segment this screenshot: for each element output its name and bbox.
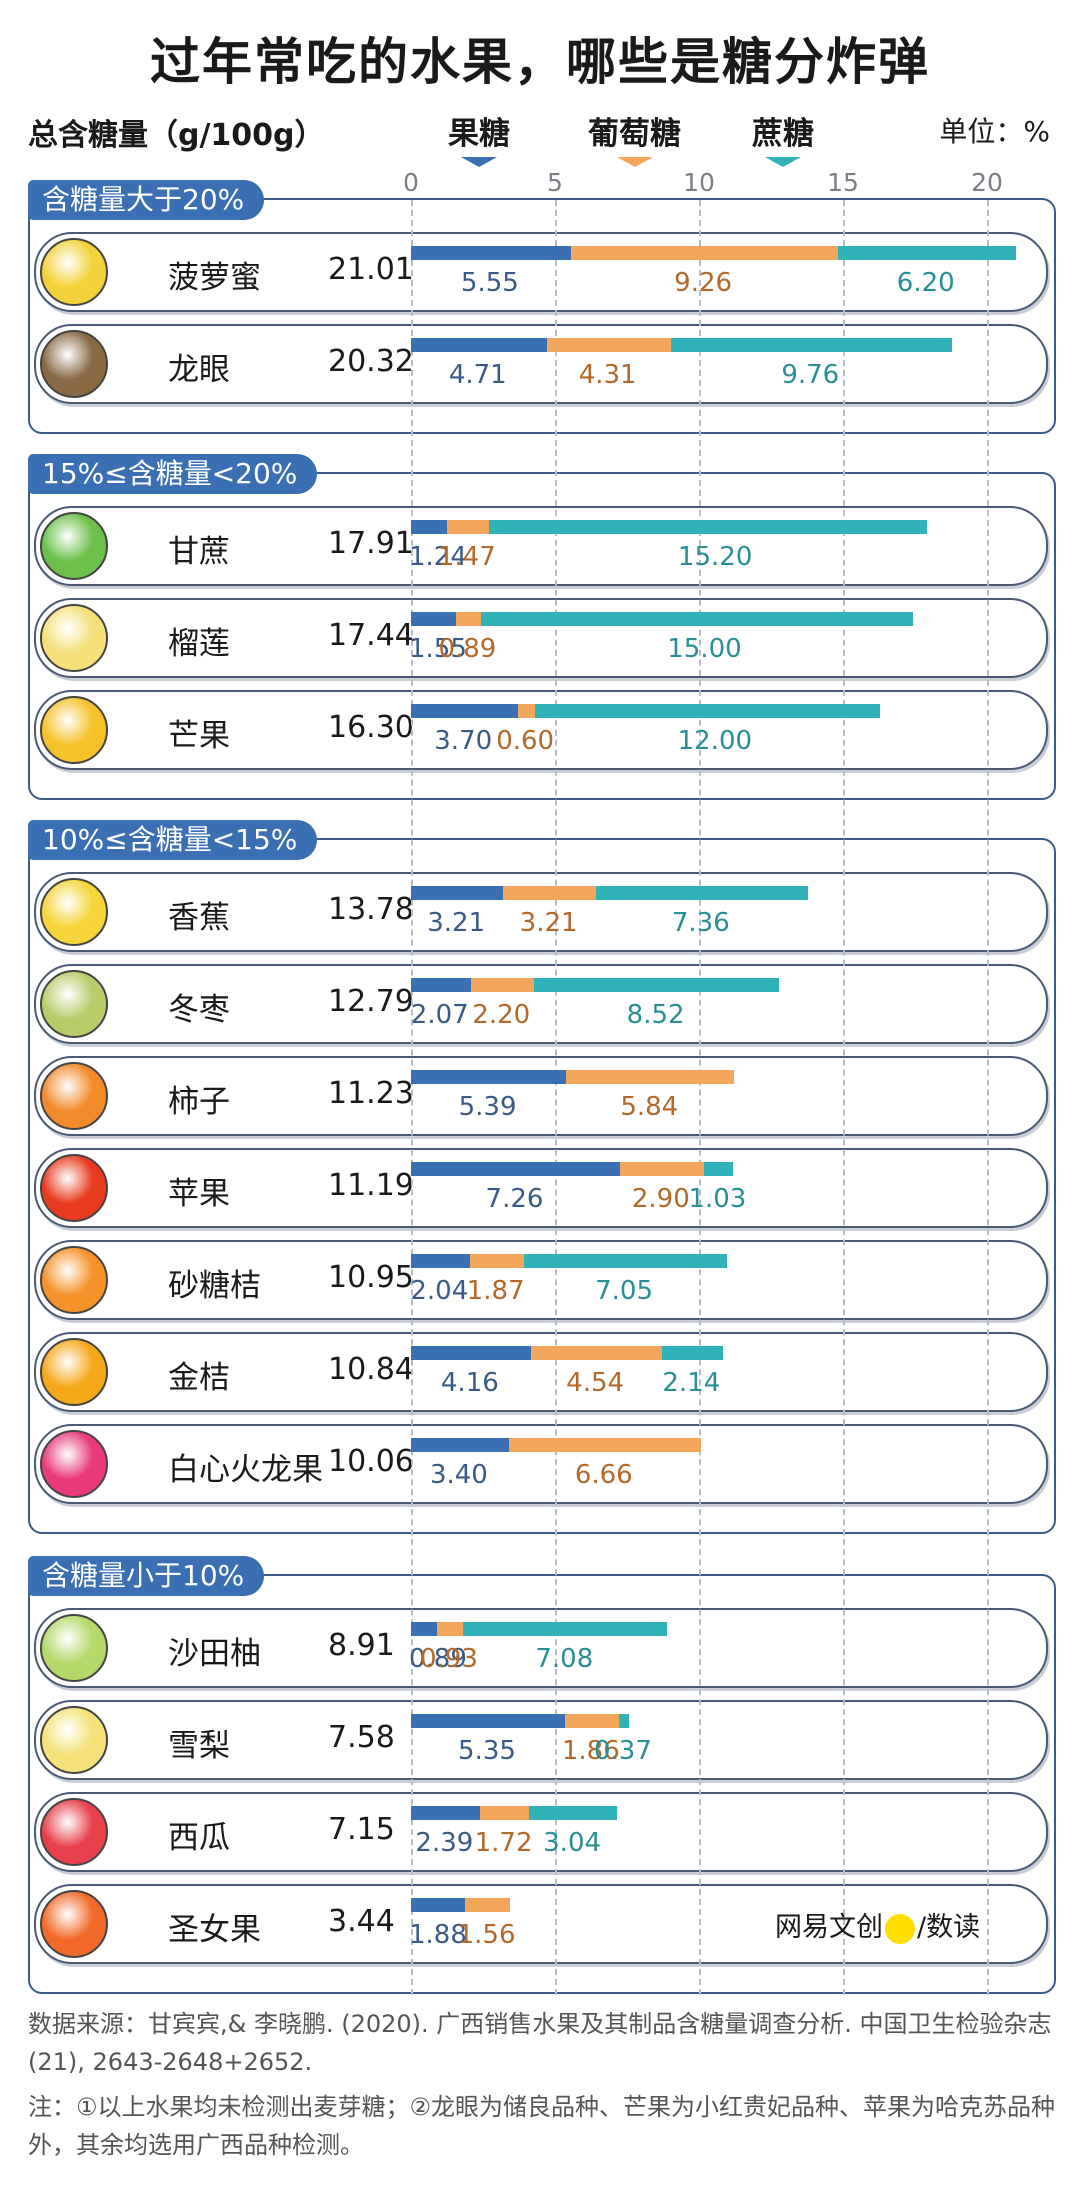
fruit-row: 沙田柚 8.91: [34, 1608, 1048, 1688]
fruit-row: 香蕉 13.78: [34, 872, 1048, 952]
fruit-name: 菠萝蜜: [168, 260, 261, 296]
kumquat-icon: [40, 1338, 108, 1406]
fruit-name: 冬枣: [168, 992, 230, 1028]
group-label: 15%≤含糖量<20%: [28, 454, 318, 494]
fruit-name: 圣女果: [168, 1912, 261, 1948]
tangerine-icon: [40, 1246, 108, 1314]
fruit-total: 13.78: [328, 892, 414, 927]
legend-glucose-label: 葡萄糖: [588, 116, 681, 152]
fruit-total: 7.15: [328, 1812, 395, 1847]
fruit-name: 西瓜: [168, 1820, 230, 1856]
apple-icon: [40, 1154, 108, 1222]
fruit-total: 11.23: [328, 1076, 414, 1111]
x-tick-label: 5: [547, 168, 563, 197]
fruit-name: 白心火龙果: [168, 1452, 323, 1488]
group-label: 含糖量小于10%: [28, 1556, 265, 1596]
fruit-name: 香蕉: [168, 900, 230, 936]
brand-name: 网易文创: [775, 1912, 883, 1943]
fruit-row: 甘蔗 17.91: [34, 506, 1048, 586]
fruit-total: 17.91: [328, 526, 414, 561]
fruit-total: 8.91: [328, 1628, 395, 1663]
fruit-name: 柿子: [168, 1084, 230, 1120]
group-label: 10%≤含糖量<15%: [28, 820, 318, 860]
cherry-tomato-icon: [40, 1890, 108, 1958]
longan-icon: [40, 330, 108, 398]
fruit-row: 砂糖桔 10.95: [34, 1240, 1048, 1320]
sugarcane-icon: [40, 512, 108, 580]
fruit-name: 雪梨: [168, 1728, 230, 1764]
group-label: 含糖量大于20%: [28, 180, 265, 220]
x-tick-label: 10: [683, 168, 715, 197]
footnote: 注：①以上水果均未检测出麦芽糖；②龙眼为储良品种、芒果为小红贵妃品种、苹果为哈克…: [28, 2093, 1056, 2159]
total-sugar-label: 总含糖量（g/100g）: [28, 118, 325, 153]
fruit-name: 金桔: [168, 1360, 230, 1396]
fruit-name: 砂糖桔: [168, 1268, 261, 1304]
fruit-row: 雪梨 7.58: [34, 1700, 1048, 1780]
fruit-row: 金桔 10.84: [34, 1332, 1048, 1412]
fruit-total: 12.79: [328, 984, 414, 1019]
mango-icon: [40, 696, 108, 764]
fruit-total: 21.01: [328, 252, 414, 287]
fruit-row: 圣女果 3.44: [34, 1884, 1048, 1964]
fruit-row: 龙眼 20.32: [34, 324, 1048, 404]
fruit-name: 甘蔗: [168, 534, 230, 570]
fruit-total: 7.58: [328, 1720, 395, 1755]
persimmon-icon: [40, 1062, 108, 1130]
fruit-name: 沙田柚: [168, 1636, 261, 1672]
fruit-total: 17.44: [328, 618, 414, 653]
legend-sucrose: 蔗糖: [752, 108, 814, 167]
unit-label: 单位：%: [939, 115, 1050, 148]
banana-icon: [40, 878, 108, 946]
fruit-name: 龙眼: [168, 352, 230, 388]
fruit-row: 柿子 11.23: [34, 1056, 1048, 1136]
brand-badge-icon: [885, 1913, 915, 1944]
legend-fructose: 果糖: [448, 108, 510, 167]
jackfruit-icon: [40, 238, 108, 306]
data-source: 数据来源：甘宾宾,& 李晓鹏. (2020). 广西销售水果及其制品含糖量调查分…: [28, 2010, 1052, 2076]
fruit-total: 3.44: [328, 1904, 395, 1939]
durian-icon: [40, 604, 108, 672]
legend-sucrose-marker: [765, 157, 801, 167]
dragon-fruit-icon: [40, 1430, 108, 1498]
fruit-row: 芒果 16.30: [34, 690, 1048, 770]
pear-icon: [40, 1706, 108, 1774]
pomelo-icon: [40, 1614, 108, 1682]
fruit-row: 白心火龙果 10.06: [34, 1424, 1048, 1504]
fruit-total: 16.30: [328, 710, 414, 745]
fruit-name: 榴莲: [168, 626, 230, 662]
x-tick-label: 15: [827, 168, 859, 197]
legend-glucose-marker: [616, 157, 653, 167]
fruit-row: 西瓜 7.15: [34, 1792, 1048, 1872]
watermelon-icon: [40, 1798, 108, 1866]
fruit-total: 10.84: [328, 1352, 414, 1387]
fruit-total: 11.19: [328, 1168, 414, 1203]
fruit-total: 20.32: [328, 344, 414, 379]
legend-fructose-marker: [461, 157, 497, 167]
fruit-total: 10.95: [328, 1260, 414, 1295]
chart-title: 过年常吃的水果，哪些是糖分炸弹: [150, 33, 930, 91]
fruit-name: 芒果: [168, 718, 230, 754]
legend-fructose-label: 果糖: [448, 116, 510, 152]
brand-suffix: /数读: [917, 1912, 981, 1943]
fruit-total: 10.06: [328, 1444, 414, 1479]
winter-jujube-icon: [40, 970, 108, 1038]
fruit-name: 苹果: [168, 1176, 230, 1212]
brand-logo: 网易文创/数读: [775, 1905, 980, 1944]
fruit-row: 榴莲 17.44: [34, 598, 1048, 678]
x-tick-label: 0: [403, 168, 419, 197]
legend-sucrose-label: 蔗糖: [752, 116, 814, 152]
x-tick-label: 20: [971, 168, 1003, 197]
legend-glucose: 葡萄糖: [588, 108, 681, 167]
fruit-row: 菠萝蜜 21.01: [34, 232, 1048, 312]
fruit-row: 冬枣 12.79: [34, 964, 1048, 1044]
fruit-row: 苹果 11.19: [34, 1148, 1048, 1228]
